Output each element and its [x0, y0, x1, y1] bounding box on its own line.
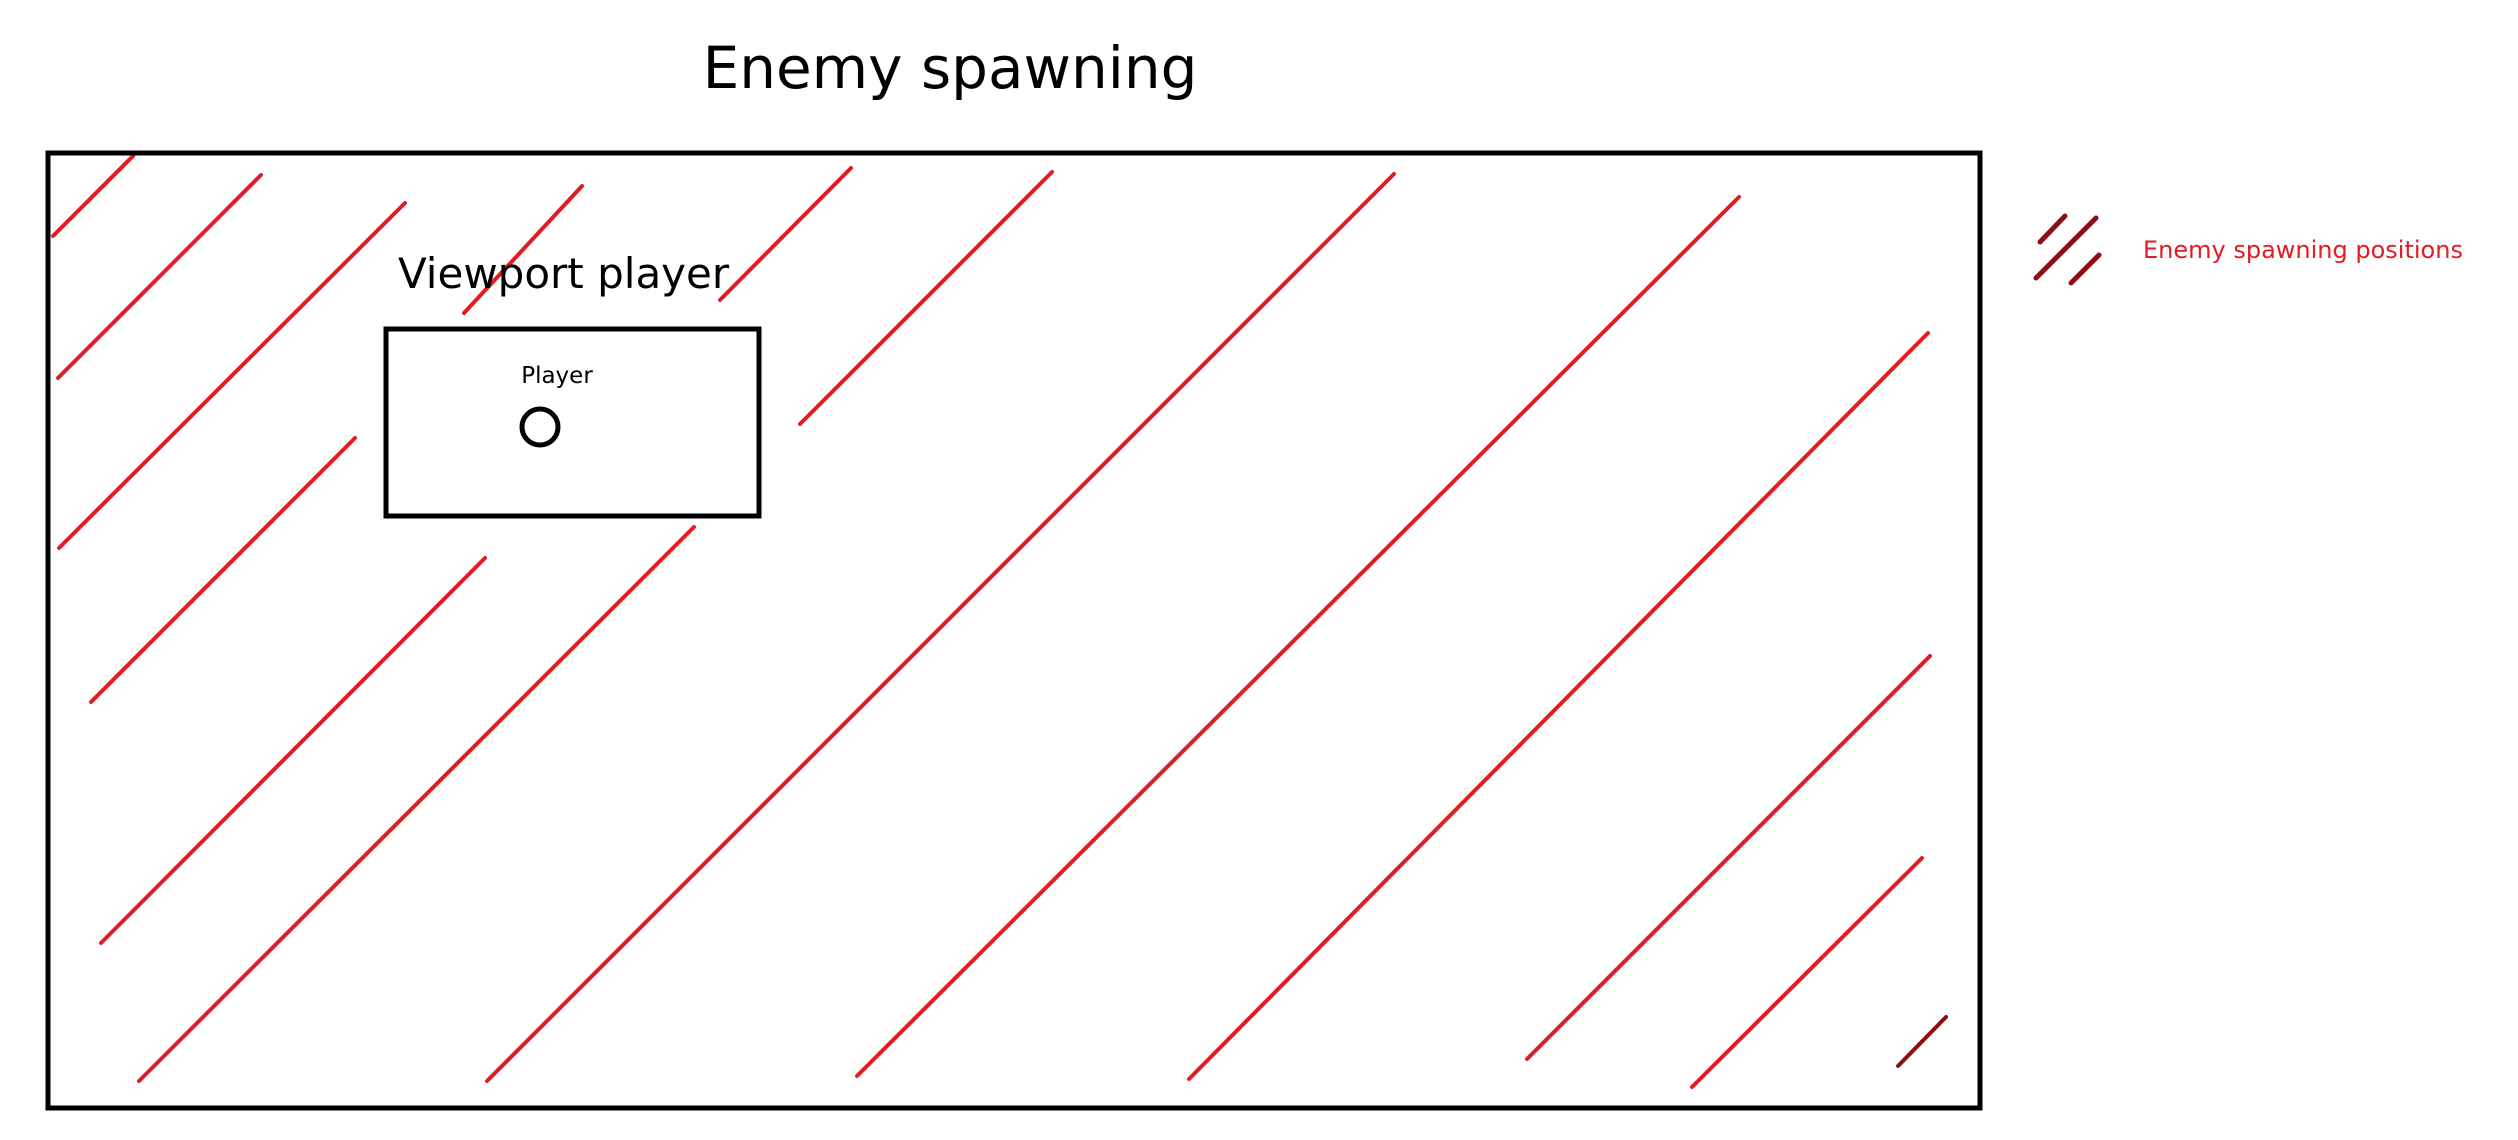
legend: Enemy spawning positions [2033, 213, 2463, 286]
spawn-hatch-line [1525, 654, 1932, 1061]
viewport-label: Viewport player [398, 249, 730, 298]
spawn-hatch-line [855, 195, 1741, 1078]
legend-label: Enemy spawning positions [2143, 236, 2463, 264]
legend-swatch-line [2037, 213, 2068, 245]
legend-swatch-line [2033, 215, 2099, 281]
spawn-hatch-line [798, 170, 1054, 426]
spawn-hatch-line [51, 154, 135, 238]
spawn-hatch-line [1187, 331, 1930, 1081]
spawn-area-hatching [51, 154, 1948, 1089]
map-boundary [45, 150, 1983, 1111]
spawn-hatch-line-dark [1896, 1015, 1948, 1068]
diagram-title: Enemy spawning [703, 34, 1198, 102]
spawn-hatch-line [56, 173, 263, 380]
spawn-hatch-line [99, 556, 487, 945]
player-label: Player [521, 363, 593, 389]
spawn-hatch-line [1690, 856, 1924, 1089]
spawn-hatch-line [89, 436, 357, 704]
player-marker [519, 406, 561, 448]
spawn-hatch-line [462, 184, 584, 315]
spawn-hatch-line [137, 525, 696, 1083]
spawn-hatch-line [485, 172, 1396, 1083]
spawn-hatch-line [57, 201, 407, 550]
legend-swatch-line [2068, 252, 2102, 286]
legend-swatch [2033, 213, 2102, 286]
spawn-hatch-line [718, 166, 853, 302]
viewport-rectangle [383, 326, 762, 519]
